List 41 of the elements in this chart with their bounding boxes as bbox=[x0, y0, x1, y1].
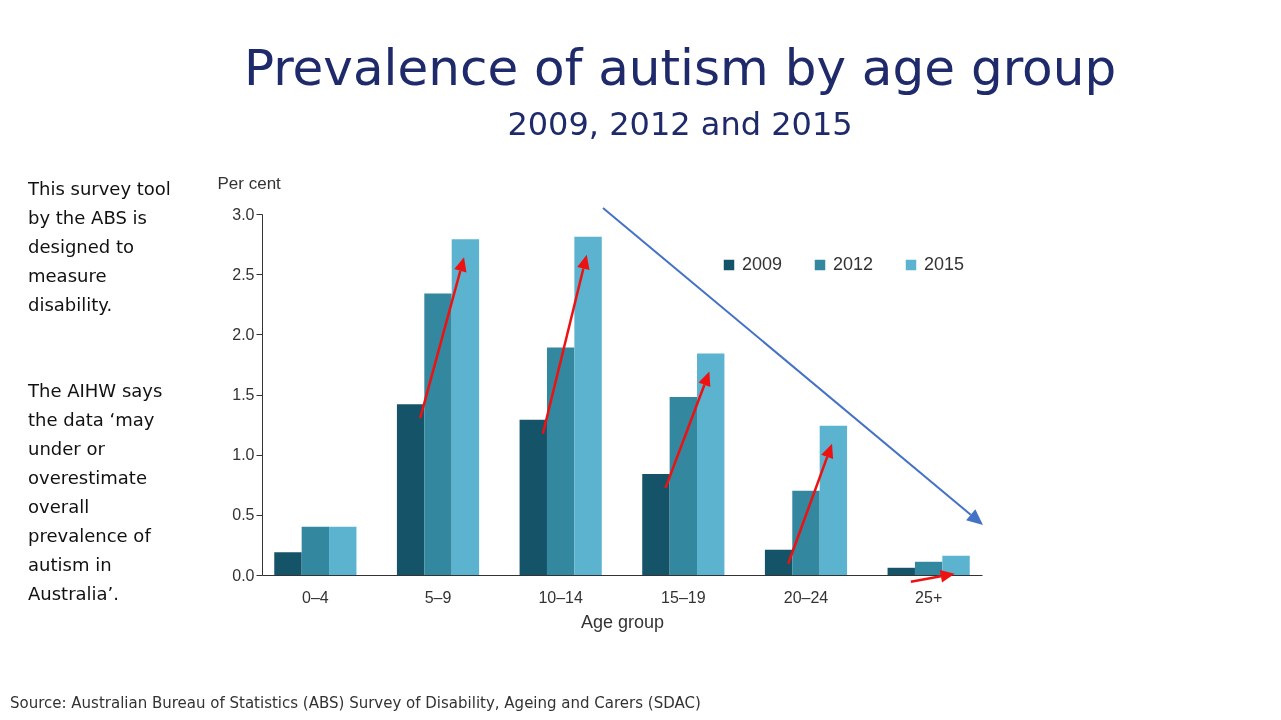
bar bbox=[396, 404, 425, 575]
x-tick-label: 20–24 bbox=[783, 588, 829, 606]
bar bbox=[942, 555, 970, 575]
bar bbox=[914, 561, 943, 575]
x-tick-label: 25+ bbox=[915, 588, 943, 606]
legend-label: 2012 bbox=[833, 254, 874, 274]
bar bbox=[451, 239, 480, 575]
bar bbox=[642, 473, 670, 575]
chart-subtitle: 2009, 2012 and 2015 bbox=[506, 104, 854, 144]
bar bbox=[424, 293, 452, 575]
bar bbox=[546, 347, 575, 575]
text: This survey tool by the ABS is designed to measure disability. bbox=[28, 177, 172, 317]
source-note: Source: Australian Bureau of Statistics (ABS) Survey of Disability, Ageing and Carers (SDAC) bbox=[10, 694, 701, 712]
bar bbox=[669, 396, 698, 575]
bar bbox=[792, 490, 820, 575]
x-tick-label: 5–9 bbox=[424, 588, 452, 606]
bar bbox=[819, 425, 848, 575]
bar bbox=[519, 419, 547, 575]
y-tick-label: 1.0 bbox=[232, 446, 255, 464]
bar bbox=[329, 526, 357, 575]
y-tick-label: 0.0 bbox=[232, 566, 255, 584]
bar bbox=[574, 236, 602, 575]
x-tick-label: 10–14 bbox=[538, 588, 584, 606]
y-tick-label: 2.5 bbox=[232, 265, 255, 283]
bar bbox=[764, 549, 793, 575]
y-axis-title: Per cent bbox=[217, 173, 282, 193]
bar bbox=[301, 526, 330, 575]
y-tick-label: 1.5 bbox=[232, 386, 255, 403]
y-tick-label: 2.0 bbox=[232, 325, 255, 343]
y-tick-label: 3.0 bbox=[232, 205, 255, 223]
x-tick-label: 0–4 bbox=[302, 588, 329, 606]
bar bbox=[274, 552, 302, 575]
bar bbox=[887, 567, 915, 575]
legend-label: 2009 bbox=[742, 254, 783, 274]
text: The AIHW says the data ‘may under or overestimate overall prevalence of autism in Australia’. bbox=[28, 379, 164, 606]
x-axis-title: Age group bbox=[580, 611, 665, 632]
chart-title: Prevalence of autism by age group bbox=[242, 38, 1118, 98]
y-tick-label: 0.5 bbox=[232, 506, 255, 524]
x-tick-label: 15–19 bbox=[661, 588, 706, 606]
legend-label: 2015 bbox=[924, 254, 965, 274]
bar bbox=[697, 353, 725, 575]
